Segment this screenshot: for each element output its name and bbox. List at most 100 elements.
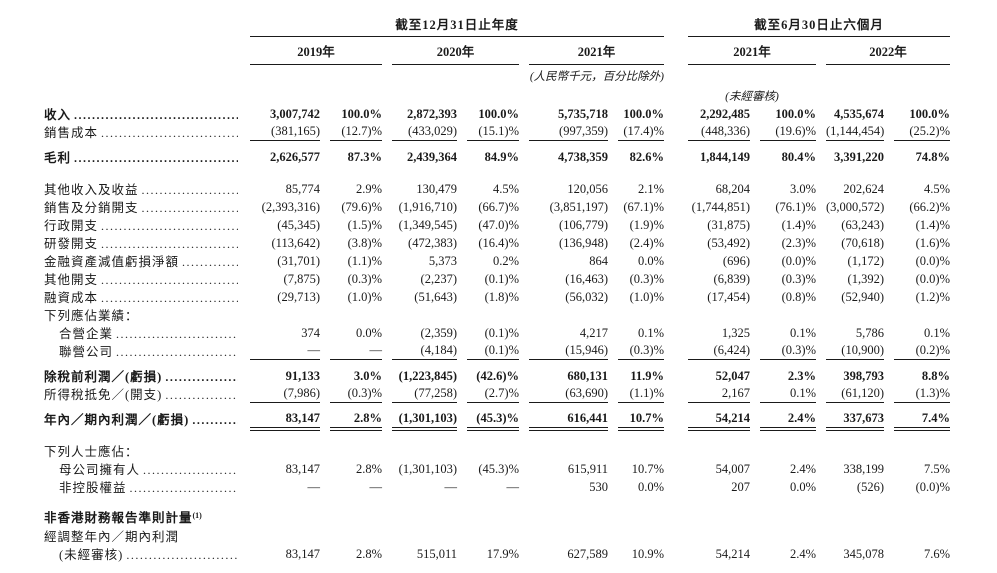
- percent-cell: 100.0%: [909, 107, 950, 121]
- dot-leader: [101, 219, 238, 234]
- row-label-text: 銷售及分銷開支: [44, 201, 139, 215]
- percent-cell: (1.1)%: [618, 386, 664, 403]
- dot-leader: [74, 108, 238, 123]
- value-cell: 1,844,149: [700, 150, 750, 164]
- percent-cell: 2.3%: [787, 369, 816, 383]
- value-cell: (1,301,103): [392, 411, 457, 431]
- value-cell: 54,214: [688, 411, 750, 431]
- percent-cell: 8.8%: [921, 369, 950, 383]
- value-cell: (77,258): [392, 386, 457, 403]
- value-cell: (1,916,710): [398, 200, 457, 214]
- percent-cell: 80.4%: [781, 150, 816, 164]
- percent-cell: (1.0)%: [629, 290, 664, 304]
- table-row: 銷售成本 (381,165) (12.7)% (433,029) (15.1)% (997…: [44, 123, 997, 141]
- percent-cell: 2.4%: [789, 462, 816, 476]
- dot-leader: [116, 345, 238, 360]
- percent-cell: 7.6%: [923, 547, 950, 561]
- value-cell: (2,393,316): [261, 200, 320, 214]
- value-cell: 85,774: [285, 182, 320, 196]
- table-row: 融資成本 (29,713) (1.0)% (51,643) (1.8)% (56,032)…: [44, 288, 997, 306]
- percent-cell: 84.9%: [484, 150, 519, 164]
- unit-note-row: (人民幣千元，百分比除外): [44, 68, 997, 85]
- value-cell: 52,047: [715, 369, 750, 383]
- value-cell: (7,986): [250, 386, 320, 403]
- percent-cell: 2.1%: [637, 182, 664, 196]
- row-label: 銷售成本: [44, 126, 240, 141]
- value-cell: 120,056: [567, 182, 608, 196]
- value-cell: (136,948): [559, 236, 608, 250]
- section-row: 下列應佔業績：: [44, 306, 997, 324]
- percent-cell: 10.7%: [618, 411, 664, 431]
- period-group-annual-title: 截至12月31日止年度: [250, 14, 664, 37]
- percent-cell: (1.3)%: [894, 386, 950, 403]
- table-body: 收入 3,007,742 100.0% 2,872,393 100.0% 5,735,71…: [44, 105, 997, 563]
- value-cell: (696): [722, 254, 750, 268]
- percent-cell: (0.3)%: [618, 343, 664, 360]
- percent-cell: (2.4)%: [629, 236, 664, 250]
- percent-cell: (42.6)%: [476, 369, 519, 383]
- value-cell: (1,744,851): [691, 200, 750, 214]
- percent-cell: 2.8%: [330, 411, 382, 431]
- percent-cell: 3.0%: [353, 369, 382, 383]
- value-cell: 3,007,742: [270, 107, 320, 121]
- value-cell: (1,301,103): [398, 462, 457, 476]
- dot-leader: [101, 273, 238, 288]
- value-cell: (53,492): [707, 236, 750, 250]
- value-cell: —: [250, 343, 320, 360]
- value-cell: (45,345): [277, 218, 320, 232]
- value-cell: 515,011: [416, 547, 457, 561]
- value-cell: (1,392): [847, 272, 884, 286]
- value-cell: (6,424): [688, 343, 750, 360]
- row-label: 行政開支: [44, 219, 240, 234]
- table-row: 所得稅抵免／(開支) (7,986) (0.3)% (77,258) (2.7)% (63…: [44, 385, 997, 403]
- percent-cell: (0.0)%: [781, 254, 816, 268]
- percent-cell: 0.0%: [355, 326, 382, 340]
- dot-leader: [192, 413, 238, 428]
- value-cell: (2,237): [420, 272, 457, 286]
- percent-cell: (0.8)%: [781, 290, 816, 304]
- section-row: 經調整年內／期內利潤: [44, 527, 997, 545]
- value-cell: 83,147: [285, 462, 320, 476]
- percent-cell: 3.0%: [789, 182, 816, 196]
- percent-cell: 100.0%: [623, 107, 664, 121]
- dot-leader: [142, 201, 238, 216]
- percent-cell: 10.9%: [631, 547, 664, 561]
- table-row: 聯營公司 — — (4,184) (0.1)% (15,946) (0.3)% (6,424)…: [44, 342, 997, 360]
- row-label: 其他開支: [44, 273, 240, 288]
- value-cell: 864: [589, 254, 608, 268]
- percent-cell: 0.1%: [789, 326, 816, 340]
- row-label: 毛利: [44, 151, 240, 166]
- row-label: 下列應佔業績：: [44, 309, 240, 324]
- table-row: 除稅前利潤／(虧損) 91,133 3.0% (1,223,845) (42.6)% 68…: [44, 367, 997, 385]
- value-cell: 616,441: [529, 411, 608, 431]
- table-row: 行政開支 (45,345) (1.5)% (1,349,545) (47.0)% (106…: [44, 216, 997, 234]
- percent-cell: 17.9%: [486, 547, 519, 561]
- percent-cell: 0.1%: [923, 326, 950, 340]
- percent-cell: (1.4)%: [781, 218, 816, 232]
- value-cell: (3,000,572): [826, 200, 885, 214]
- value-cell: (1,349,545): [398, 218, 457, 232]
- percent-cell: (12.7)%: [330, 124, 382, 141]
- year-header-2022-interim: 2022年: [826, 38, 950, 65]
- value-cell: (15,946): [529, 343, 608, 360]
- year-header-2021-interim: 2021年: [688, 38, 816, 65]
- row-label: 母公司擁有人: [44, 463, 240, 478]
- dot-leader: [182, 255, 238, 270]
- percent-cell: (0.1)%: [467, 343, 519, 360]
- percent-cell: (67.1)%: [623, 200, 664, 214]
- row-label: 年內／期內利潤／(虧損): [44, 413, 240, 428]
- dot-leader: [101, 291, 238, 306]
- row-label-text: 行政開支: [44, 219, 99, 233]
- value-cell: (4,184): [392, 343, 457, 360]
- percent-cell: (2.7)%: [467, 386, 519, 403]
- value-cell: 2,872,393: [407, 107, 457, 121]
- table-row: 年內／期內利潤／(虧損) 83,147 2.8% (1,301,103) (45.3)%…: [44, 410, 997, 431]
- row-label: 非控股權益: [44, 481, 240, 496]
- value-cell: 4,535,674: [834, 107, 884, 121]
- row-label: 聯營公司: [44, 345, 240, 360]
- period-group-header: 截至12月31日止年度 截至6月30日止六個月: [44, 14, 997, 37]
- percent-cell: (15.1)%: [467, 124, 519, 141]
- row-label: 其他收入及收益: [44, 183, 240, 198]
- percent-cell: 100.0%: [341, 107, 382, 121]
- value-cell: (51,643): [414, 290, 457, 304]
